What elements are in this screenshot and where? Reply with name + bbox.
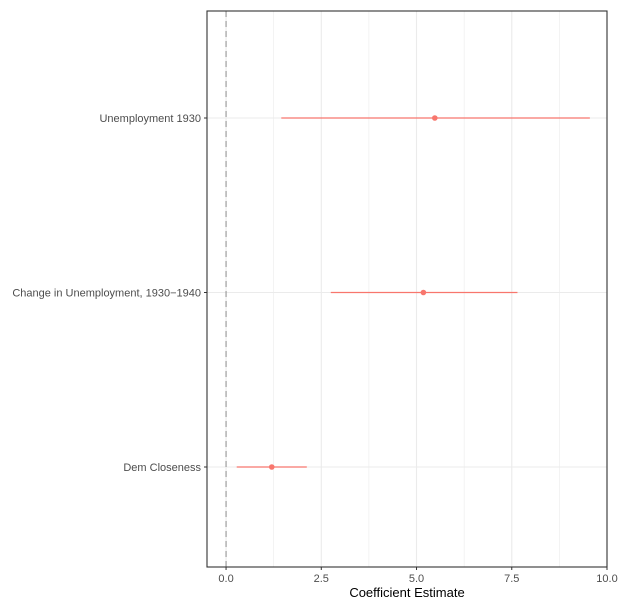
y-axis-ticks: Unemployment 1930 Change in Unemployment,…	[12, 113, 207, 474]
y-tick-label: Unemployment 1930	[99, 113, 201, 125]
x-tick-label: 10.0	[596, 573, 617, 585]
estimate-point	[432, 115, 438, 121]
x-tick-label: 7.5	[504, 573, 519, 585]
interval-marks	[236, 115, 590, 470]
y-tick-label: Dem Closeness	[123, 462, 201, 474]
y-tick-label: Change in Unemployment, 1930−1940	[12, 288, 201, 300]
grid-lines	[207, 11, 608, 567]
x-tick-label: 0.0	[218, 573, 233, 585]
x-tick-label: 2.5	[314, 573, 329, 585]
plot-panel-border	[206, 10, 608, 568]
estimate-point	[420, 289, 427, 296]
x-axis-ticks: 0.0 2.5 5.0 7.5 10.0	[218, 567, 618, 585]
x-axis-title: Coefficient Estimate	[349, 585, 464, 600]
x-tick-label: 5.0	[409, 573, 424, 585]
estimate-point	[268, 464, 275, 470]
